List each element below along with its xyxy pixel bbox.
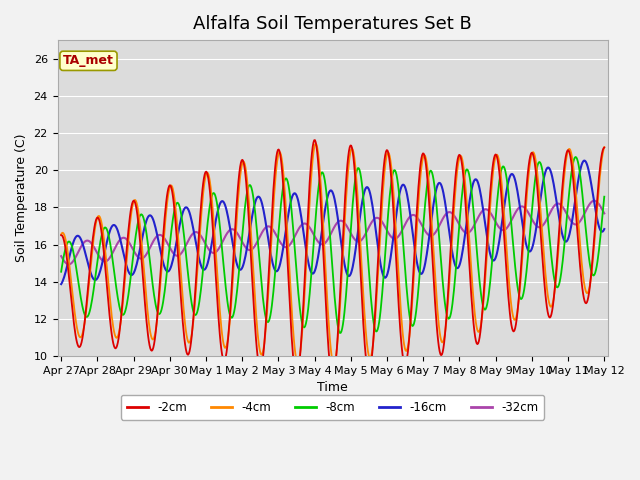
Line: -32cm: -32cm: [61, 201, 604, 264]
Title: Alfalfa Soil Temperatures Set B: Alfalfa Soil Temperatures Set B: [193, 15, 472, 33]
-2cm: [328, 375, 336, 381]
-2cm: [67, 293, 75, 299]
-32cm: [399, 225, 407, 231]
-32cm: [415, 217, 423, 223]
-2cm: [416, 167, 424, 172]
-16cm: [415, 266, 422, 272]
-32cm: [58, 253, 65, 259]
-4cm: [400, 342, 408, 348]
-8cm: [415, 277, 423, 283]
-8cm: [572, 154, 579, 160]
-4cm: [123, 254, 131, 260]
-2cm: [178, 310, 186, 316]
-2cm: [123, 245, 131, 251]
-8cm: [178, 216, 186, 222]
-32cm: [68, 260, 76, 266]
-4cm: [178, 287, 186, 292]
-2cm: [311, 137, 319, 143]
-32cm: [179, 248, 187, 254]
-8cm: [336, 330, 344, 336]
-4cm: [600, 144, 608, 150]
-16cm: [207, 247, 214, 252]
-8cm: [600, 194, 608, 200]
-16cm: [58, 281, 65, 287]
X-axis label: Time: Time: [317, 381, 348, 394]
-8cm: [58, 269, 65, 275]
-8cm: [67, 241, 75, 247]
-2cm: [600, 144, 608, 150]
-4cm: [207, 185, 214, 191]
Line: -16cm: -16cm: [61, 161, 604, 284]
-4cm: [330, 361, 338, 367]
-16cm: [580, 158, 588, 164]
-32cm: [600, 211, 608, 216]
-16cm: [399, 182, 406, 188]
-2cm: [207, 197, 214, 203]
-16cm: [600, 226, 608, 232]
-32cm: [591, 198, 598, 204]
Y-axis label: Soil Temperature (C): Soil Temperature (C): [15, 134, 28, 262]
-8cm: [399, 243, 407, 249]
Text: TA_met: TA_met: [63, 54, 114, 67]
-4cm: [312, 141, 319, 146]
-2cm: [58, 232, 65, 238]
-4cm: [58, 231, 65, 237]
Line: -8cm: -8cm: [61, 157, 604, 333]
-16cm: [178, 212, 186, 218]
-2cm: [400, 360, 408, 366]
-32cm: [207, 249, 215, 255]
Line: -4cm: -4cm: [61, 144, 604, 364]
-8cm: [207, 198, 214, 204]
-16cm: [67, 247, 75, 253]
-16cm: [123, 264, 131, 270]
-4cm: [416, 179, 424, 185]
-32cm: [124, 238, 131, 243]
Line: -2cm: -2cm: [61, 140, 604, 378]
-4cm: [67, 276, 75, 282]
-32cm: [65, 262, 72, 267]
Legend: -2cm, -4cm, -8cm, -16cm, -32cm: -2cm, -4cm, -8cm, -16cm, -32cm: [121, 395, 544, 420]
-8cm: [123, 301, 131, 307]
